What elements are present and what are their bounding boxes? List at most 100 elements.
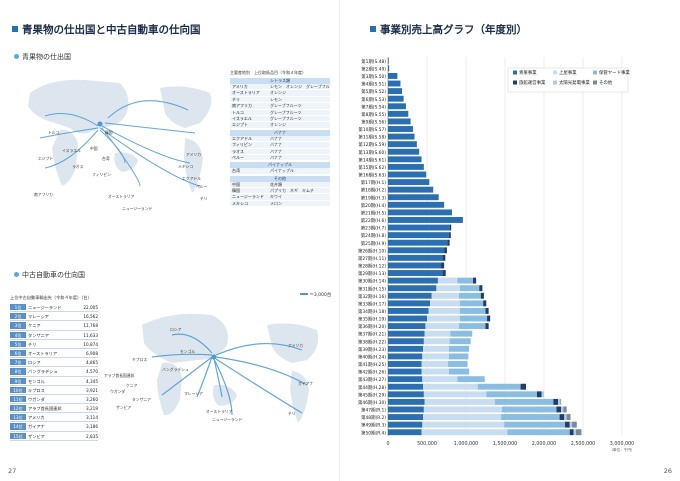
bar-segment — [569, 421, 573, 428]
produce-category-header: バナナ — [230, 129, 330, 136]
bar-segment — [572, 421, 577, 428]
map-label-russia: ロシア — [170, 327, 182, 332]
bar-segment — [459, 307, 486, 314]
bar-segment — [388, 406, 424, 413]
car-count: 6,908 — [86, 350, 98, 356]
bar-segment — [388, 338, 424, 345]
produce-country: オーストラリア — [232, 90, 260, 96]
produce-world-map — [28, 79, 212, 193]
produce-map-labels: トルコ イスラエル エジプト 南アフリカ 韓国 中国 台湾 ラオス フィリピン … — [10, 68, 228, 218]
car-country: タンザニア — [28, 332, 49, 338]
bar-segment — [388, 361, 422, 367]
bar-segment — [388, 398, 425, 405]
bar-segment — [388, 72, 398, 79]
bar-segment — [569, 429, 574, 436]
map-label-korea: 韓国 — [105, 130, 113, 135]
y-category-label: 第49期(R.3) — [361, 422, 386, 429]
produce-product: オレンジ — [270, 90, 286, 96]
bar-segment — [388, 179, 430, 186]
page-number-right: 26 — [663, 467, 672, 475]
bar-segment — [458, 323, 486, 330]
bar-segment — [553, 398, 559, 405]
bar-segment — [388, 110, 409, 117]
y-category-label: 第40期(H.24) — [358, 353, 386, 360]
bar-segment — [449, 338, 471, 345]
bar-segment — [559, 414, 565, 421]
bar-segment — [388, 323, 426, 330]
map-label-china: 中国 — [90, 146, 98, 151]
bar-segment — [388, 239, 448, 246]
map-label-usa: アメリカ — [186, 152, 201, 157]
unit-label: （単位：千円） — [609, 447, 634, 452]
bar-segment — [457, 277, 474, 284]
bar-segment — [430, 300, 460, 307]
y-category-label: 第2期(S.49) — [361, 65, 386, 72]
produce-product: メロン — [270, 200, 282, 206]
produce-table-row: ニュージーランド キウイ — [230, 194, 330, 201]
produce-country: メキシコ — [232, 200, 248, 206]
y-category-label: 第37期(H.21) — [358, 331, 386, 338]
bar-segment — [388, 353, 423, 360]
x-tick-label: 500,000 — [417, 441, 437, 447]
produce-product: オレンジ — [270, 122, 286, 128]
produce-product: グレープフルーツ — [270, 115, 302, 121]
car-country: モンゴル — [28, 378, 45, 384]
car-rank-badge: 1位 — [10, 304, 26, 311]
car-country: ザンビア — [28, 433, 45, 439]
y-category-label: 第23期(H.7) — [361, 225, 386, 232]
produce-table-row: ラオス バナナ — [230, 148, 330, 155]
y-category-label: 第16期(S.63) — [358, 172, 386, 179]
y-category-label: 第39期(H.23) — [358, 346, 386, 353]
legend-label: 旅館運営事業 — [519, 79, 546, 86]
produce-table-row: フィリピン バナナ — [230, 142, 330, 149]
y-category-label: 第14期(S.61) — [358, 156, 386, 163]
car-table-row: 6位 オーストラリア 6,908 — [10, 349, 98, 359]
bar-segment — [556, 406, 562, 413]
car-table-row: 1位 ニュージーランド 22,005 — [10, 303, 98, 313]
car-subtitle: 中古自動車の仕向国 — [14, 270, 85, 280]
y-category-label: 第35期(H.19) — [358, 316, 386, 323]
produce-table-row: 韓国 パプリカ ネギ キムチ — [230, 188, 330, 195]
bar-segment — [458, 292, 481, 299]
produce-product: パプリカ ネギ キムチ — [270, 188, 314, 194]
y-category-label: 第3期(S.50) — [361, 73, 386, 80]
y-category-label: 第43期(H.27) — [358, 376, 386, 383]
bar-segment — [564, 414, 567, 421]
car-country: チリ — [28, 341, 37, 347]
car-legend: ＝3,000台 — [300, 292, 331, 298]
car-subtitle-text: 中古自動車の仕向国 — [22, 271, 85, 279]
car-count: 3,219 — [86, 406, 98, 412]
car-rank-badge: 5位 — [10, 340, 26, 347]
map-label-new-zealand-car: ニュージーランド — [212, 417, 243, 422]
car-country: アラブ首長国連邦 — [28, 406, 62, 412]
car-count: 2,835 — [86, 433, 98, 439]
bar-segment — [504, 421, 566, 428]
car-table-header: 上位中古自動車輸出先（令和４年度）（台） — [10, 295, 92, 300]
chart-title-text: 事業別売上高グラフ（年度別） — [380, 24, 527, 36]
bar-segment — [388, 156, 422, 163]
bar-segment — [423, 345, 449, 352]
car-rank-badge: 9位 — [10, 377, 26, 384]
bar-segment — [486, 391, 537, 398]
y-category-label: 第4期(S.51) — [361, 81, 386, 88]
bar-segment — [388, 224, 450, 231]
y-category-label: 第1期(S.48) — [361, 58, 386, 65]
y-category-label: 第42期(H.26) — [358, 369, 386, 376]
bar-segment — [473, 277, 477, 284]
y-category-label: 第15期(S.62) — [358, 164, 386, 171]
produce-product: バナナ — [270, 148, 282, 154]
car-table-row: 14位 ガイアナ 3,186 — [10, 422, 98, 432]
left-page: 青果物の仕出国と中古自動車の仕向国 青果物の仕出国 トルコ イスラエル エジプト… — [8, 24, 332, 475]
y-category-label: 第7期(S.54) — [361, 103, 386, 110]
y-category-label: 第34期(H.18) — [358, 308, 386, 315]
y-category-label: 第47期(R.1) — [361, 407, 386, 414]
car-country: マレーシア — [28, 314, 49, 320]
car-country: オーストラリア — [28, 350, 58, 356]
bar-segment — [563, 406, 567, 413]
produce-subtitle: 青果物の仕出国 — [14, 52, 71, 62]
car-country: ガイアナ — [28, 424, 45, 430]
produce-country: エジプト — [232, 122, 248, 128]
car-rank-badge: 14位 — [10, 423, 26, 430]
produce-country: エクアドル — [232, 135, 252, 141]
car-country: ウガンダ — [28, 396, 45, 402]
